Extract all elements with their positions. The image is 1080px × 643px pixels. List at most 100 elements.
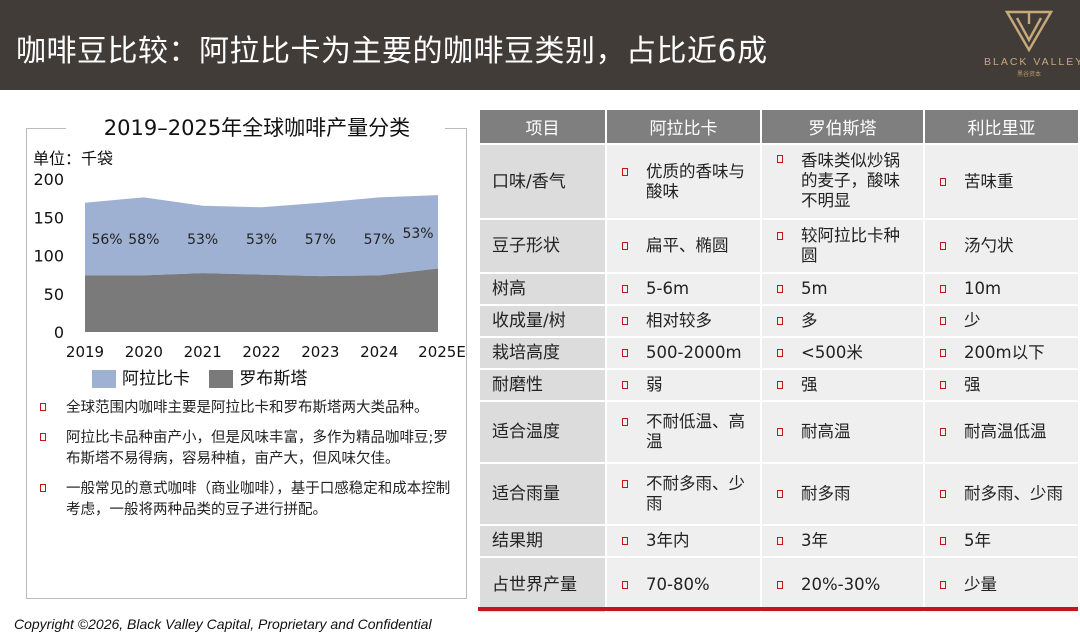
x-tick-label: 2020 xyxy=(125,343,163,361)
note-text: 一般常见的意式咖啡（商业咖啡），基于口感稳定和成本控制考虑，一般将两种品类的豆子… xyxy=(66,481,451,518)
data-label: 57% xyxy=(305,232,336,248)
row-header: 占世界产量 xyxy=(478,556,607,614)
cell-text: 强 xyxy=(801,375,818,394)
note-item: 阿拉比卡品种亩产小，但是风味丰富，多作为精品咖啡豆;罗布斯塔不易得病，容易种植，… xyxy=(40,428,460,470)
table-cell: 耐高温 xyxy=(760,400,925,464)
cell-text: 优质的香味与酸味 xyxy=(646,161,745,201)
legend-label-arabica: 阿拉比卡 xyxy=(122,369,190,389)
row-header: 结果期 xyxy=(478,524,607,558)
table-cell: <500米 xyxy=(760,336,925,370)
cell-text: 多 xyxy=(801,311,818,330)
row-header: 豆子形状 xyxy=(478,218,607,274)
row-header: 树高 xyxy=(478,272,607,306)
chart-title: 2019–2025年全球咖啡产量分类 xyxy=(72,112,442,142)
robusta-area xyxy=(85,268,438,332)
cell-text: 5年 xyxy=(964,531,991,550)
data-label: 53% xyxy=(187,232,218,248)
area-chart: 0 50 100 150 200 2019 2020 2021 2022 2023 2024 2025… xyxy=(33,170,465,361)
bullet-icon xyxy=(777,349,783,357)
company-logo: BLACK VALLEY 黑谷资本 xyxy=(984,10,1080,82)
chart-unit-label: 单位：千袋 xyxy=(33,149,114,168)
bullet-icon xyxy=(940,581,946,589)
bullet-icon xyxy=(777,428,783,436)
x-tick-label: 2023 xyxy=(301,343,339,361)
table-cell: 相对较多 xyxy=(605,304,762,338)
row-header: 适合雨量 xyxy=(478,462,607,526)
bullet-icon xyxy=(940,285,946,293)
table-row: 耐磨性 弱 强 强 xyxy=(478,368,1080,402)
x-tick-label: 2024 xyxy=(360,343,398,361)
table-cell: 弱 xyxy=(605,368,762,402)
y-tick-label: 100 xyxy=(33,247,64,266)
cell-text: 汤勺状 xyxy=(964,236,1014,255)
table-cell: 少 xyxy=(923,304,1080,338)
bullet-icon xyxy=(622,242,628,250)
bullet-icon xyxy=(622,317,628,325)
cell-text: 苦味重 xyxy=(964,171,1014,191)
col-header-arabica: 阿拉比卡 xyxy=(605,108,762,145)
arabica-area xyxy=(85,195,438,277)
footer-copyright: Copyright ©2026, Black Valley Capital, P… xyxy=(14,616,432,632)
y-tick-label: 0 xyxy=(54,323,64,342)
cell-text: 70-80% xyxy=(646,575,710,594)
cell-text: 较阿拉比卡种圆 xyxy=(801,226,900,265)
col-header-liberica: 利比里亚 xyxy=(923,108,1080,145)
y-tick-label: 150 xyxy=(33,208,64,227)
col-header-item: 项目 xyxy=(478,108,607,145)
row-header: 栽培高度 xyxy=(478,336,607,370)
y-tick-label: 200 xyxy=(33,170,64,189)
bullet-icon xyxy=(40,403,46,411)
cell-text: 不耐低温、高温 xyxy=(646,412,745,451)
cell-text: 香味类似炒锅的麦子，酸味不明显 xyxy=(801,151,900,210)
bullet-icon xyxy=(940,428,946,436)
note-text: 阿拉比卡品种亩产小，但是风味丰富，多作为精品咖啡豆;罗布斯塔不易得病，容易种植，… xyxy=(66,430,448,467)
bullet-icon xyxy=(622,418,628,426)
cell-text: 500-2000m xyxy=(646,343,742,362)
table-cell: 5m xyxy=(760,272,925,306)
header-bar: 咖啡豆比较：阿拉比卡为主要的咖啡豆类别，占比近6成 BLACK VALLEY 黑… xyxy=(0,0,1080,90)
bullet-icon xyxy=(777,381,783,389)
bullet-icon xyxy=(940,317,946,325)
cell-text: 耐多雨 xyxy=(801,484,851,503)
table-cell: 汤勺状 xyxy=(923,218,1080,274)
bullet-icon xyxy=(777,285,783,293)
bullet-icon xyxy=(777,232,783,240)
table-cell: 强 xyxy=(760,368,925,402)
table-cell: 500-2000m xyxy=(605,336,762,370)
cell-text: 扁平、椭圆 xyxy=(646,236,729,255)
logo-brand-text: BLACK VALLEY xyxy=(984,56,1080,68)
data-label: 53% xyxy=(402,226,433,242)
data-label: 57% xyxy=(364,232,395,248)
y-tick-label: 50 xyxy=(44,285,64,304)
bullet-icon xyxy=(622,581,628,589)
cell-text: 3年 xyxy=(801,531,828,550)
cell-text: 耐高温低温 xyxy=(964,422,1047,441)
cell-text: 相对较多 xyxy=(646,311,712,330)
row-header: 耐磨性 xyxy=(478,368,607,402)
table-bottom-rule xyxy=(478,607,1078,611)
data-label: 53% xyxy=(246,232,277,248)
row-header: 收成量/树 xyxy=(478,304,607,338)
data-label: 58% xyxy=(128,232,159,248)
table-cell: 耐多雨 xyxy=(760,462,925,526)
x-tick-label: 2022 xyxy=(242,343,280,361)
table-cell: 少量 xyxy=(923,556,1080,614)
bullet-icon xyxy=(940,537,946,545)
table-cell: 10m xyxy=(923,272,1080,306)
table-cell: 强 xyxy=(923,368,1080,402)
x-tick-label: 2019 xyxy=(66,343,104,361)
legend-item-arabica: 阿拉比卡 xyxy=(92,364,190,389)
table-row: 结果期 3年内 3年 5年 xyxy=(478,524,1080,558)
cell-text: 20%-30% xyxy=(801,575,881,594)
table-cell: 香味类似炒锅的麦子，酸味不明显 xyxy=(760,143,925,220)
note-item: 全球范围内咖啡主要是阿拉比卡和罗布斯塔两大类品种。 xyxy=(40,398,460,419)
table-cell: 3年 xyxy=(760,524,925,558)
table-row: 口味/香气 优质的香味与酸味 香味类似炒锅的麦子，酸味不明显 苦味重 xyxy=(478,143,1080,220)
row-header: 适合温度 xyxy=(478,400,607,464)
cell-text: 耐高温 xyxy=(801,422,851,441)
cell-text: 200m以下 xyxy=(964,343,1045,362)
table-cell: 不耐多雨、少雨 xyxy=(605,462,762,526)
table-cell: 耐高温低温 xyxy=(923,400,1080,464)
bullet-icon xyxy=(622,480,628,488)
bullet-icon xyxy=(622,537,628,545)
